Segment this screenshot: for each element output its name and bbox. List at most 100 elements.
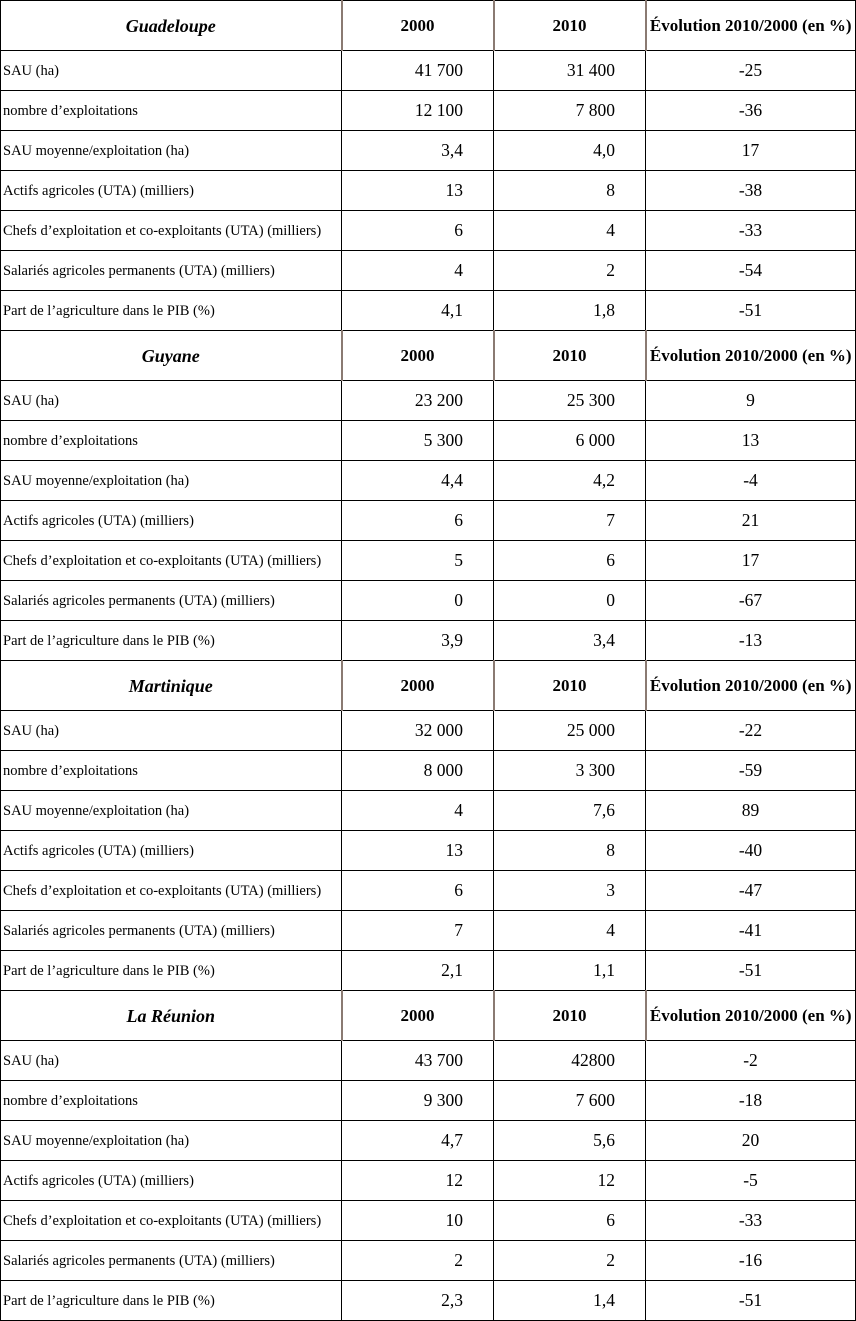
evolution-value: 89	[645, 790, 856, 831]
value-2000: 7	[341, 910, 494, 951]
year-2000-header: 2000	[340, 660, 495, 711]
value-2000: 3,4	[341, 130, 494, 171]
evolution-value: -51	[645, 950, 856, 991]
table-row: SAU (ha) 41 700 31 400 -25	[0, 50, 856, 91]
evolution-value: -5	[645, 1160, 856, 1201]
value-2000: 5	[341, 540, 494, 581]
value-2000: 9 300	[341, 1080, 494, 1121]
evolution-header: Évolution 2010/2000 (en %)	[645, 660, 856, 711]
value-2000: 2,3	[341, 1280, 494, 1321]
value-2000: 12 100	[341, 90, 494, 131]
evolution-value: -36	[645, 90, 856, 131]
row-label: SAU moyenne/exploitation (ha)	[0, 790, 342, 831]
value-2010: 25 300	[493, 380, 646, 421]
value-2010: 1,1	[493, 950, 646, 991]
value-2000: 3,9	[341, 620, 494, 661]
year-2000-header: 2000	[340, 990, 495, 1041]
evolution-header: Évolution 2010/2000 (en %)	[645, 330, 856, 381]
region-title: Guadeloupe	[0, 0, 342, 51]
evolution-value: -22	[645, 710, 856, 751]
value-2010: 25 000	[493, 710, 646, 751]
value-2000: 6	[341, 210, 494, 251]
table-row: Chefs d’exploitation et co-exploitants (…	[0, 1200, 856, 1241]
year-2010-header: 2010	[492, 990, 647, 1041]
table-row: Salariés agricoles permanents (UTA) (mil…	[0, 1240, 856, 1281]
row-label: Part de l’agriculture dans le PIB (%)	[0, 290, 342, 331]
row-label: SAU moyenne/exploitation (ha)	[0, 130, 342, 171]
row-label: SAU (ha)	[0, 1040, 342, 1081]
year-2010-header: 2010	[492, 660, 647, 711]
value-2010: 1,4	[493, 1280, 646, 1321]
region-title: Guyane	[0, 330, 342, 381]
value-2000: 23 200	[341, 380, 494, 421]
row-label: nombre d’exploitations	[0, 1080, 342, 1121]
row-label: Salariés agricoles permanents (UTA) (mil…	[0, 1240, 342, 1281]
evolution-value: -59	[645, 750, 856, 791]
row-label: SAU (ha)	[0, 710, 342, 751]
value-2000: 8 000	[341, 750, 494, 791]
table-row: nombre d’exploitations 8 000 3 300 -59	[0, 750, 856, 791]
row-label: Actifs agricoles (UTA) (milliers)	[0, 830, 342, 871]
value-2000: 4	[341, 790, 494, 831]
value-2010: 2	[493, 1240, 646, 1281]
value-2000: 13	[341, 170, 494, 211]
evolution-value: -13	[645, 620, 856, 661]
table-row: Part de l’agriculture dans le PIB (%) 2,1…	[0, 950, 856, 991]
value-2010: 7	[493, 500, 646, 541]
evolution-value: -41	[645, 910, 856, 951]
section-header-row: Guadeloupe 2000 2010 Évolution 2010/2000 (e…	[0, 0, 856, 51]
row-label: Chefs d’exploitation et co-exploitants (…	[0, 210, 342, 251]
table-row: Actifs agricoles (UTA) (milliers) 13 8 -38	[0, 170, 856, 211]
evolution-value: -40	[645, 830, 856, 871]
value-2010: 2	[493, 250, 646, 291]
row-label: Chefs d’exploitation et co-exploitants (…	[0, 540, 342, 581]
row-label: nombre d’exploitations	[0, 90, 342, 131]
evolution-value: -33	[645, 1200, 856, 1241]
table-row: Part de l’agriculture dans le PIB (%) 3,9…	[0, 620, 856, 661]
table-row: nombre d’exploitations 5 300 6 000 13	[0, 420, 856, 461]
value-2010: 3	[493, 870, 646, 911]
row-label: Part de l’agriculture dans le PIB (%)	[0, 620, 342, 661]
table-row: Chefs d’exploitation et co-exploitants (…	[0, 870, 856, 911]
evolution-value: -16	[645, 1240, 856, 1281]
table-row: Part de l’agriculture dans le PIB (%) 4,1…	[0, 290, 856, 331]
value-2010: 12	[493, 1160, 646, 1201]
table-row: nombre d’exploitations 9 300 7 600 -18	[0, 1080, 856, 1121]
table-row: Part de l’agriculture dans le PIB (%) 2,3…	[0, 1280, 856, 1321]
evolution-value: -51	[645, 290, 856, 331]
evolution-value: 13	[645, 420, 856, 461]
value-2010: 8	[493, 830, 646, 871]
value-2000: 43 700	[341, 1040, 494, 1081]
row-label: Actifs agricoles (UTA) (milliers)	[0, 1160, 342, 1201]
value-2000: 32 000	[341, 710, 494, 751]
table-row: Salariés agricoles permanents (UTA) (mil…	[0, 250, 856, 291]
row-label: Part de l’agriculture dans le PIB (%)	[0, 950, 342, 991]
value-2010: 1,8	[493, 290, 646, 331]
table-row: Actifs agricoles (UTA) (milliers) 12 12 -5	[0, 1160, 856, 1201]
row-label: SAU moyenne/exploitation (ha)	[0, 460, 342, 501]
evolution-header: Évolution 2010/2000 (en %)	[645, 0, 856, 51]
value-2010: 3 300	[493, 750, 646, 791]
table-row: SAU (ha) 43 700 42800 -2	[0, 1040, 856, 1081]
section-header-row: La Réunion 2000 2010 Évolution 2010/2000 (e…	[0, 990, 856, 1041]
value-2010: 8	[493, 170, 646, 211]
row-label: Part de l’agriculture dans le PIB (%)	[0, 1280, 342, 1321]
evolution-value: 9	[645, 380, 856, 421]
table-row: Actifs agricoles (UTA) (milliers) 6 7 21	[0, 500, 856, 541]
table-row: Salariés agricoles permanents (UTA) (mil…	[0, 910, 856, 951]
region-title: Martinique	[0, 660, 342, 711]
evolution-value: -18	[645, 1080, 856, 1121]
year-2000-header: 2000	[340, 330, 495, 381]
value-2000: 4,7	[341, 1120, 494, 1161]
evolution-value: 17	[645, 130, 856, 171]
table-row: SAU moyenne/exploitation (ha) 3,4 4,0 17	[0, 130, 856, 171]
table-row: Chefs d’exploitation et co-exploitants (…	[0, 210, 856, 251]
value-2010: 4,0	[493, 130, 646, 171]
evolution-value: -33	[645, 210, 856, 251]
table-row: SAU moyenne/exploitation (ha) 4,7 5,6 20	[0, 1120, 856, 1161]
evolution-value: -67	[645, 580, 856, 621]
value-2000: 0	[341, 580, 494, 621]
value-2010: 5,6	[493, 1120, 646, 1161]
value-2000: 5 300	[341, 420, 494, 461]
